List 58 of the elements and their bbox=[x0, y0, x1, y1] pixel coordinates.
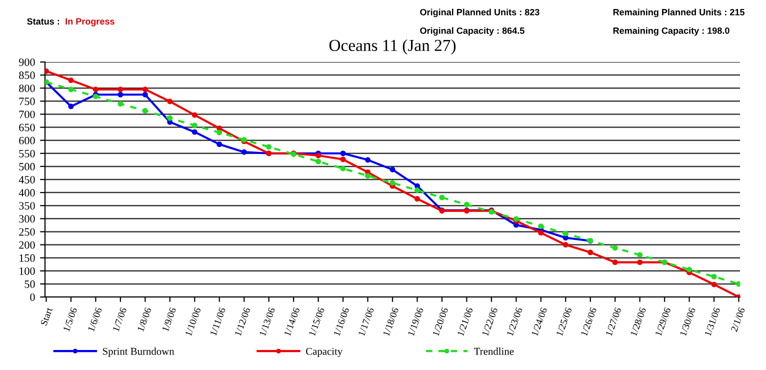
y-tick-label: 800 bbox=[19, 84, 35, 92]
y-tick-label: 700 bbox=[19, 110, 35, 118]
y-tick-label: 850 bbox=[19, 72, 35, 80]
x-tick-label: 1/6/06 bbox=[88, 307, 102, 332]
y-tick-label: 0 bbox=[30, 293, 35, 301]
y-tick-label: 350 bbox=[19, 202, 35, 210]
x-tick-label: 1/24/06 bbox=[531, 307, 548, 336]
text: Status : bbox=[27, 18, 60, 25]
x-tick-label: Start bbox=[40, 306, 53, 326]
x-tick-label: 1/11/06 bbox=[210, 307, 226, 336]
x-tick-label: 1/12/06 bbox=[234, 307, 250, 336]
x-tick-label: 1/20/06 bbox=[432, 307, 448, 336]
y-tick-label: 500 bbox=[19, 162, 35, 170]
x-tick-label: 1/14/06 bbox=[284, 307, 300, 336]
y-tick-label: 150 bbox=[20, 254, 35, 262]
x-tick-label: 1/29/06 bbox=[654, 307, 671, 336]
y-tick-label: 750 bbox=[19, 98, 35, 106]
text: Original Capacity : 864.5 bbox=[420, 27, 524, 36]
y-tick-label: 400 bbox=[18, 189, 35, 197]
x-tick-label: 1/27/06 bbox=[605, 307, 622, 336]
x-tick-label: 1/21/06 bbox=[457, 307, 474, 336]
x-tick-label: 1/16/06 bbox=[333, 307, 350, 336]
legend-label: Sprint Burndown bbox=[102, 348, 174, 357]
x-tick-label: 1/15/06 bbox=[308, 307, 325, 336]
y-tick-label: 900 bbox=[18, 58, 35, 66]
legend-label: Capacity bbox=[306, 348, 343, 357]
y-tick-label: 100 bbox=[20, 267, 35, 275]
y-tick-label: 250 bbox=[19, 228, 35, 236]
x-tick-label: 1/30/06 bbox=[680, 307, 696, 336]
x-tick-label: 1/26/06 bbox=[580, 307, 597, 336]
y-tick-label: 50 bbox=[24, 280, 35, 288]
x-tick-label: 1/17/06 bbox=[358, 307, 374, 336]
x-tick-label: 1/23/06 bbox=[506, 307, 522, 336]
text: Original Planned Units : 823 bbox=[420, 8, 540, 18]
x-tick-label: 1/31/06 bbox=[704, 307, 720, 336]
chart-title: Oceans 11 (Jan 27) bbox=[329, 39, 456, 54]
y-tick-label: 550 bbox=[19, 150, 35, 158]
x-tick-label: 1/7/06 bbox=[112, 307, 127, 332]
x-tick-label: 1/28/06 bbox=[630, 307, 646, 336]
x-tick-label: 2/1/06 bbox=[730, 307, 746, 332]
x-tick-label: 1/25/06 bbox=[556, 307, 572, 336]
text: In Progress bbox=[66, 18, 114, 26]
x-tick-label: 1/9/06 bbox=[162, 307, 176, 332]
x-tick-label: 1/13/06 bbox=[259, 307, 276, 336]
y-tick-label: 650 bbox=[19, 124, 35, 132]
x-tick-label: 1/10/06 bbox=[185, 307, 201, 336]
y-tick-label: 200 bbox=[19, 241, 35, 249]
y-tick-label: 300 bbox=[19, 215, 35, 223]
x-tick-label: 1/19/06 bbox=[408, 307, 424, 336]
y-tick-label: 450 bbox=[18, 176, 35, 184]
x-tick-label: 1/5/06 bbox=[63, 307, 78, 332]
x-tick-label: 1/18/06 bbox=[382, 307, 399, 336]
x-tick-label: 1/8/06 bbox=[137, 307, 152, 332]
legend-label: Trendline bbox=[474, 348, 514, 355]
text: Remaining Capacity : 198.0 bbox=[613, 27, 730, 36]
x-tick-label: 1/22/06 bbox=[482, 307, 498, 336]
text: Remaining Planned Units : 215 bbox=[613, 8, 744, 18]
y-tick-label: 600 bbox=[19, 136, 35, 144]
